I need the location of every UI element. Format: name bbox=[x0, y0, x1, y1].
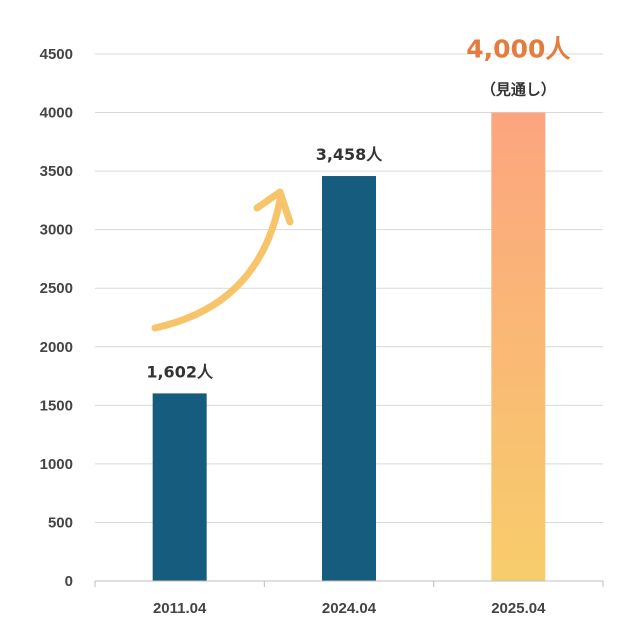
y-tick-label: 1000 bbox=[40, 456, 73, 473]
x-tick-label: 2025.04 bbox=[491, 600, 546, 617]
y-tick-label: 2500 bbox=[40, 280, 73, 297]
bar bbox=[322, 176, 376, 581]
data-label-highlight: 4,000人 bbox=[466, 35, 570, 64]
x-axis: 2011.04 2024.04 2025.04 bbox=[94, 580, 604, 617]
x-tick-label: 2011.04 bbox=[153, 600, 207, 617]
forecast-note: （見通し） bbox=[481, 81, 556, 99]
data-label: 1,602人 bbox=[146, 362, 214, 381]
y-axis-ticks: 0 500 1000 1500 2000 2500 3000 3500 4000 4500 bbox=[40, 46, 73, 590]
bar bbox=[152, 393, 207, 581]
y-tick-label: 3000 bbox=[40, 222, 73, 239]
x-tick-label: 2024.04 bbox=[322, 600, 377, 617]
y-tick-label: 2000 bbox=[40, 339, 73, 356]
bars bbox=[152, 112, 546, 582]
data-label: 3,458人 bbox=[316, 145, 384, 164]
growth-arrow-icon bbox=[151, 188, 294, 332]
y-tick-label: 1500 bbox=[40, 397, 73, 414]
y-tick-label: 4000 bbox=[40, 105, 73, 122]
y-tick-label: 4500 bbox=[40, 46, 73, 63]
y-tick-label: 0 bbox=[65, 573, 73, 590]
data-labels: 1,602人 3,458人 4,000人 （見通し） bbox=[146, 35, 570, 382]
bar-forecast bbox=[491, 112, 546, 582]
y-tick-label: 3500 bbox=[40, 163, 73, 180]
y-tick-label: 500 bbox=[48, 514, 73, 531]
